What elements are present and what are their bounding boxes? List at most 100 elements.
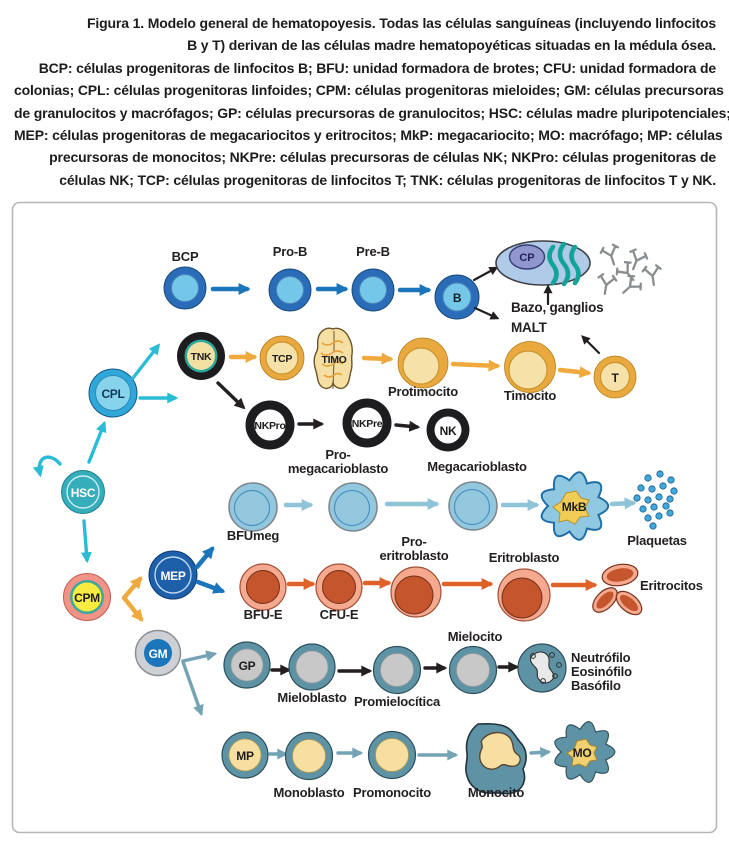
label-protimocito: Protimocito <box>388 384 458 399</box>
label-promonocito: Promonocito <box>353 785 431 800</box>
arrow-mep-bfue <box>195 579 226 594</box>
cell-cpm: CPM <box>63 573 111 621</box>
cell-nkpro: NKPro <box>245 400 295 450</box>
arrow-mkb-plaquetas <box>609 497 637 510</box>
arrow-mep-bfumeg <box>194 546 215 570</box>
label-pro-eritroblasto-1: Pro- <box>401 534 426 549</box>
cell-tnk: TNK <box>177 332 225 380</box>
cell-pre-b <box>351 268 395 312</box>
caption-line: células NK; TCP: células progenitoras de… <box>59 171 716 188</box>
label-bfumeg: BFUmeg <box>227 528 280 543</box>
label-nkpre: NKPre <box>352 418 383 430</box>
endoplasmic-reticulum-squiggle <box>547 241 581 287</box>
cell-bfu-e <box>239 563 287 611</box>
monocyte-row: MP Monoblasto Promonocito Monocito <box>221 721 616 800</box>
caption-line: MEP: células progenitoras de megacarioci… <box>14 127 723 144</box>
label-mieloblasto: Mieloblasto <box>277 690 347 705</box>
label-tcp: TCP <box>272 353 292 365</box>
label-tnk: TNK <box>191 351 212 363</box>
cell-timocito <box>504 341 556 393</box>
cell-nkpre: NKPre <box>342 398 392 448</box>
cell-hsc: HSC <box>61 470 105 514</box>
label-bfu-e: BFU-E <box>244 607 283 622</box>
megakaryocyte-row: BFUmeg Pro- megacarioblasto Megacariobla… <box>227 447 687 548</box>
cell-megacarioblasto <box>448 481 498 531</box>
label-nkpro: NKPro <box>254 420 285 432</box>
cell-nk: NK <box>426 408 470 452</box>
arrow-timocito-t <box>557 366 592 379</box>
label-pre-b: Pre-B <box>356 244 390 259</box>
label-eosinofilo: Eosinófilo <box>571 664 632 679</box>
label-cp: CP <box>519 252 534 264</box>
stem-progenitors: CPL HSC CPM MEP <box>32 343 226 717</box>
cell-protimocito <box>397 337 449 389</box>
label-timo: TIMO <box>321 354 346 366</box>
granulocyte-row: GP Mieloblasto Promielocítica Mielocito <box>223 629 632 709</box>
label-plaquetas: Plaquetas <box>627 533 687 548</box>
arrow-timo-protimocito <box>361 352 394 365</box>
cell-tcp: TCP <box>259 335 305 381</box>
label-hsc: HSC <box>71 486 96 500</box>
label-cpl: CPL <box>101 387 124 401</box>
arrow-t-malt <box>581 335 601 355</box>
label-pro-eritroblasto-2: eritroblasto <box>379 548 448 563</box>
caption-line: Figura 1. Modelo general de hematopoyesi… <box>86 15 716 31</box>
t-lineage-row: TNK TCP TIMO <box>177 327 637 403</box>
label-neutrofilo: Neutrófilo <box>571 650 631 665</box>
cell-monoblasto <box>284 731 334 781</box>
cell-mo-macrophage: MO <box>554 721 616 783</box>
arrow-b-tissue <box>473 306 500 320</box>
label-bazo-ganglios: Bazo, ganglios <box>511 300 603 315</box>
nk-lineage-row: NKPro NKPre NK <box>216 381 470 452</box>
thymus-shape: TIMO <box>313 327 353 390</box>
caption-line: BCP: células progenitoras de linfocitos … <box>38 59 716 76</box>
cell-mp: MP <box>221 731 269 779</box>
arrow-cpm-gm <box>122 596 144 622</box>
label-basofilo: Basófilo <box>571 678 621 693</box>
label-cfu-e: CFU-E <box>320 607 359 622</box>
cell-mielocito <box>448 645 498 695</box>
arrow-hsc-cpm <box>80 519 92 564</box>
cell-monocito <box>465 723 527 795</box>
arrow-nkpre-nk <box>394 420 421 432</box>
cell-gm: GM <box>134 629 182 677</box>
arrow-cpl-blineage <box>131 343 161 380</box>
arrow-cpm-mep <box>121 576 143 601</box>
caption-line: precursoras de monocitos; NKPre: células… <box>49 149 716 166</box>
cell-promielocitica <box>372 645 422 695</box>
cell-pro-b <box>268 268 312 312</box>
label-mkb: MkB <box>562 500 587 514</box>
cell-gp: GP <box>223 641 271 689</box>
arrow-gm-gp <box>181 650 218 663</box>
label-pro-megacarioblasto-2: megacarioblasto <box>288 461 389 476</box>
caption-figura-label: Figura 1. <box>86 15 144 31</box>
b-lineage-row: BCP Pro-B Pre-B B <box>163 240 664 335</box>
label-pro-megacarioblasto-1: Pro- <box>325 447 350 462</box>
cell-mieloblasto <box>288 643 336 691</box>
figure-caption: Figura 1. Modelo general de hematopoyesi… <box>14 12 729 191</box>
plasma-cell: CP <box>495 240 591 287</box>
label-mo: MO <box>573 746 592 760</box>
label-monocito: Monocito <box>468 785 524 800</box>
label-eritrocitos: Eritrocitos <box>640 578 703 593</box>
arrow-hsc-self-renewal <box>32 455 62 478</box>
cell-bfumeg <box>228 482 278 532</box>
label-nk: NK <box>440 424 457 438</box>
caption-line: B y T) derivan de las células madre hema… <box>187 37 716 54</box>
cell-bcp <box>163 266 207 310</box>
arrow-b-plasma <box>472 266 499 282</box>
label-megacarioblasto: Megacarioblasto <box>427 459 527 474</box>
caption-line: de granulocitos y macrófagos; GP: célula… <box>14 104 729 121</box>
cell-granulocyte <box>517 643 567 693</box>
label-timocito: Timocito <box>504 388 557 403</box>
arrow-hsc-cpl <box>87 420 107 464</box>
label-cpm: CPM <box>74 591 100 605</box>
cell-b: B <box>434 274 480 320</box>
arrow-gm-mp <box>181 660 204 717</box>
cell-promegacarioblasto <box>328 482 378 532</box>
label-bcp: BCP <box>172 249 199 264</box>
arrow-monocito-mo <box>529 746 552 758</box>
label-promielocitica: Promielocítica <box>354 694 441 709</box>
